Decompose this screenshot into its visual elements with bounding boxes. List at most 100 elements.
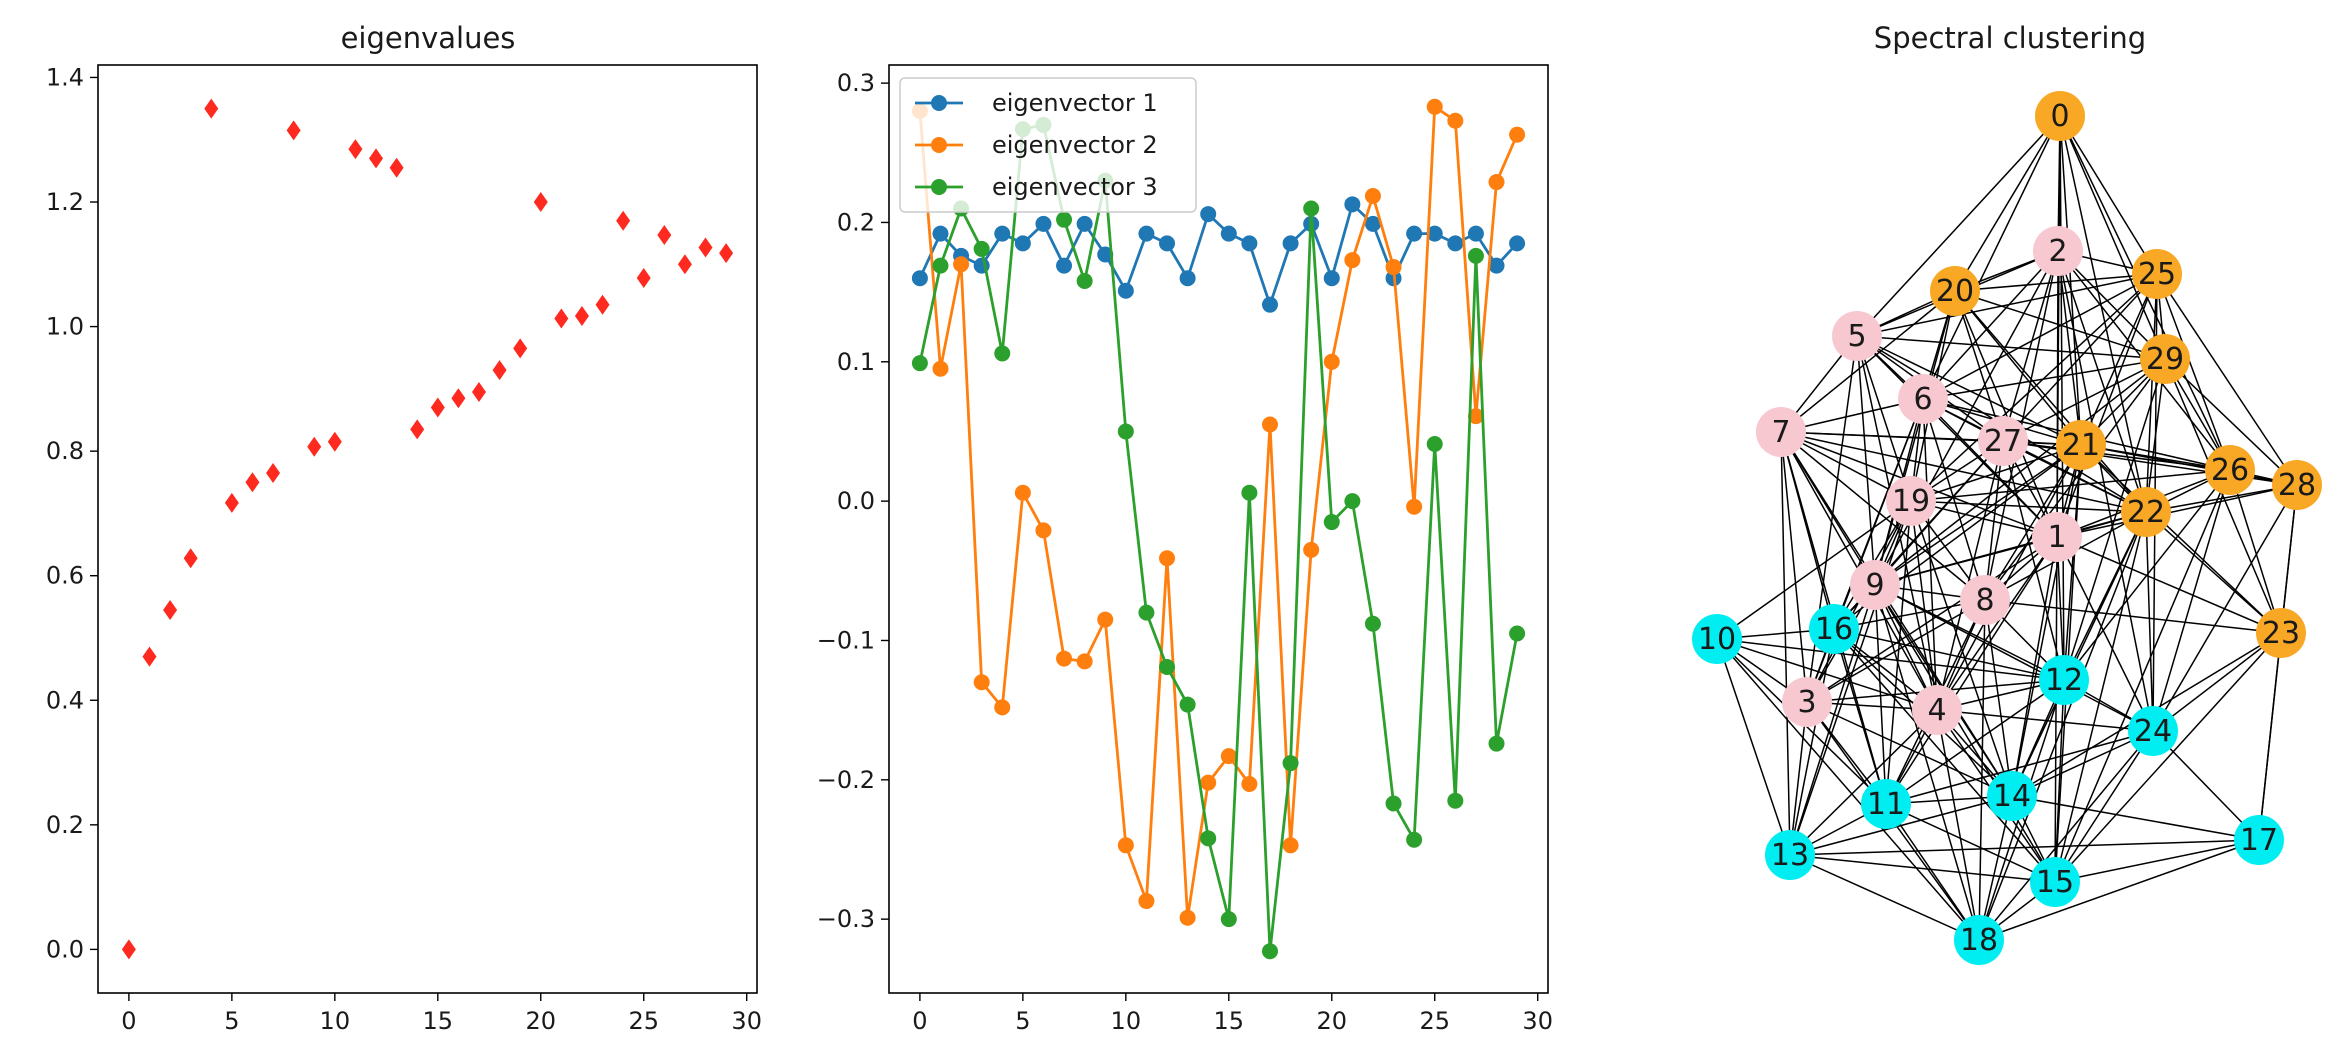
graph-edge bbox=[1954, 290, 2082, 446]
graph-node bbox=[1898, 374, 1948, 424]
graph-edge bbox=[1936, 709, 2154, 732]
eigenvector-3-point bbox=[1076, 272, 1093, 289]
eigenvector-3-point bbox=[1323, 514, 1340, 531]
graph-edge bbox=[1780, 431, 1791, 856]
graph-edge bbox=[2054, 536, 2058, 883]
graph-edge bbox=[1984, 358, 2166, 601]
eigenvalue-point bbox=[698, 237, 713, 258]
eigenvalue-point bbox=[266, 462, 281, 483]
eigenvector-2-point bbox=[1014, 484, 1031, 501]
graph-node bbox=[2035, 91, 2085, 141]
graph-node bbox=[2140, 334, 2190, 384]
eigenvalue-point bbox=[595, 294, 610, 315]
eigenvector-1-point bbox=[1179, 270, 1196, 287]
eigenvalues-ytick-label: 1.4 bbox=[46, 63, 84, 91]
eigenvector-1-point bbox=[994, 225, 1011, 242]
graph-edge bbox=[2145, 358, 2166, 513]
eigenvector-1-point bbox=[1056, 257, 1073, 274]
graph-edge bbox=[1885, 679, 2065, 805]
graph-edge bbox=[1984, 599, 2282, 634]
graph-edge bbox=[1885, 803, 1980, 941]
graph-edge bbox=[2056, 273, 2158, 538]
graph-edge bbox=[1780, 431, 1808, 703]
graph-edge bbox=[2054, 679, 2065, 883]
graph-node bbox=[2032, 512, 2082, 562]
graph-node-label: 21 bbox=[2062, 428, 2100, 463]
graph-node-label: 28 bbox=[2278, 468, 2316, 503]
graph-edge bbox=[1922, 358, 2166, 400]
graph-edge bbox=[2152, 730, 2260, 841]
eigenvector-1-point bbox=[1035, 215, 1052, 232]
graph-node bbox=[2039, 655, 2089, 705]
graph-edge bbox=[2057, 250, 2147, 513]
eigenvalue-point bbox=[616, 210, 631, 231]
graph-edge bbox=[1789, 854, 2056, 883]
eigenvector-1-point bbox=[1509, 235, 1526, 252]
eigenvalue-point bbox=[121, 939, 136, 960]
graph-edge bbox=[2080, 444, 2282, 634]
graph-edge bbox=[1885, 803, 2056, 883]
graph-edge bbox=[1978, 839, 2260, 941]
eigenvector-2-point bbox=[1241, 775, 1258, 792]
graph-node bbox=[2132, 249, 2182, 299]
graph-edge bbox=[1910, 469, 2231, 502]
legend-label: eigenvector 1 bbox=[992, 89, 1158, 117]
eigenvector-3-point bbox=[1200, 830, 1217, 847]
graph-node bbox=[1861, 779, 1911, 829]
eigenvector-3-point bbox=[1138, 604, 1155, 621]
graph-edge bbox=[2152, 632, 2282, 732]
eigenvalues-ytick-label: 0.8 bbox=[46, 437, 84, 465]
graph-node-label: 0 bbox=[2050, 99, 2069, 134]
eigenvalue-point bbox=[677, 254, 692, 275]
graph-edge bbox=[1910, 500, 2147, 513]
eigenvector-3-point bbox=[1261, 943, 1278, 960]
eigenvector-1-point bbox=[1117, 282, 1134, 299]
graph-edge bbox=[1806, 701, 2013, 797]
eigenvalue-point bbox=[163, 599, 178, 620]
graph-edge bbox=[2057, 250, 2166, 360]
eigenvalues-ytick-label: 0.4 bbox=[46, 686, 84, 714]
graph-edge bbox=[2156, 273, 2298, 486]
graph-node bbox=[1692, 614, 1742, 664]
graph-node bbox=[1756, 407, 1806, 457]
eigenvalues-ytick-label: 0.0 bbox=[46, 935, 84, 963]
eigenvalue-point bbox=[204, 98, 219, 119]
graph-edge bbox=[2002, 250, 2059, 442]
eigenvector-3-point bbox=[1179, 696, 1196, 713]
eigenvector-2-point bbox=[1509, 126, 1526, 143]
graph-node bbox=[2234, 815, 2284, 865]
graph-node bbox=[2256, 608, 2306, 658]
eigenvector-1-point bbox=[1467, 225, 1484, 242]
graph-node bbox=[1782, 677, 1832, 727]
graph-node-label: 20 bbox=[1936, 274, 1974, 309]
eigenvectors-xtick-label: 5 bbox=[1015, 1007, 1030, 1035]
graph-edge bbox=[1789, 839, 2260, 856]
graph-edge bbox=[2057, 250, 2082, 446]
graph-edge bbox=[2002, 358, 2166, 442]
eigenvectors-xtick-label: 10 bbox=[1111, 1007, 1142, 1035]
eigenvector-2-point bbox=[953, 256, 970, 273]
graph-node-label: 13 bbox=[1771, 838, 1809, 873]
graph-edge bbox=[1922, 115, 2061, 400]
eigenvector-3-point bbox=[1509, 625, 1526, 642]
eigenvector-2-point bbox=[973, 674, 990, 691]
eigenvector-1-point bbox=[1159, 235, 1176, 252]
graph-node-label: 10 bbox=[1698, 622, 1736, 657]
graph-node bbox=[1978, 416, 2028, 466]
eigenvectors-ytick-label: 0.2 bbox=[837, 208, 875, 236]
graph-edge bbox=[2054, 839, 2260, 883]
graph-edge bbox=[1806, 536, 2058, 703]
eigenvector-3-point bbox=[932, 257, 949, 274]
eigenvalue-point bbox=[430, 397, 445, 418]
eigenvalue-point bbox=[369, 148, 384, 169]
eigenvector-3-point bbox=[1159, 658, 1176, 675]
graph-edge bbox=[1716, 500, 1912, 640]
eigenvector-2-point bbox=[1138, 893, 1155, 910]
graph-edge bbox=[2258, 632, 2282, 841]
graph-edge bbox=[1874, 536, 2058, 586]
eigenvector-3-point bbox=[1406, 831, 1423, 848]
graph-edge bbox=[2145, 511, 2282, 634]
eigenvector-3-point bbox=[1467, 247, 1484, 264]
graph-node-label: 9 bbox=[1865, 568, 1884, 603]
graph-edge bbox=[1874, 584, 1980, 941]
